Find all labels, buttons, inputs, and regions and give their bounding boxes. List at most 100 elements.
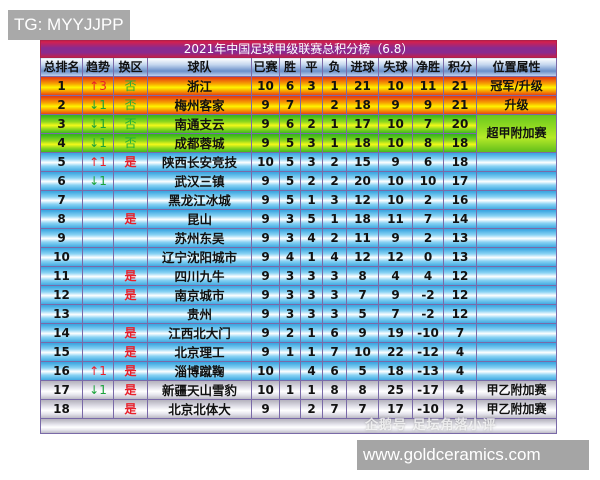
team-cell: 梅州客家 [147,95,252,115]
points-cell: 7 [443,323,477,343]
rank-cell: 2 [40,95,83,115]
goals-against-cell: 25 [378,380,413,400]
rank-cell: 11 [40,266,83,286]
trend-cell: ↓1 [82,95,114,115]
status-cell: 冠军/升级 [475,76,558,96]
played-cell: 10 [251,361,280,381]
goals-for-cell: 8 [346,266,379,286]
zone-cell: 否 [113,76,148,96]
zone-cell [113,247,148,267]
win-cell: 6 [279,114,301,134]
status-cell [475,247,558,267]
played-cell: 9 [251,247,280,267]
points-cell: 14 [443,209,477,229]
win-cell [279,399,301,419]
table-row: 16 ↑1 是淄博蹴鞠 10 4 6 5 18 -13 4 [40,361,558,381]
zone-cell: 否 [113,133,148,153]
goal-diff-cell: -17 [412,380,444,400]
team-cell: 苏州东吴 [147,228,252,248]
points-cell: 4 [443,342,477,362]
header-win: 胜 [279,57,301,77]
header-status: 位置属性 [475,57,558,77]
points-cell: 21 [443,95,477,115]
draw-cell: 3 [300,285,323,305]
loss-cell: 7 [322,342,347,362]
zone-cell: 是 [113,323,148,343]
win-cell: 1 [279,380,301,400]
table-row: 12 是南京城市 9 3 3 3 7 9 -2 12 [40,285,558,305]
win-cell: 3 [279,266,301,286]
goals-against-cell: 9 [378,152,413,172]
header-goals-for: 进球 [346,57,379,77]
win-cell [279,361,301,381]
goal-diff-cell: 11 [412,76,444,96]
played-cell: 9 [251,323,280,343]
loss-cell: 6 [322,361,347,381]
zone-cell [113,304,148,324]
table-row: 5 ↑1 是陕西长安竞技 10 5 3 2 15 9 6 18 [40,152,558,172]
win-cell: 4 [279,247,301,267]
status-cell [475,304,558,324]
loss-cell: 1 [322,133,347,153]
trend-cell: ↓1 [82,133,114,153]
loss-cell: 1 [322,114,347,134]
team-cell: 江西北大门 [147,323,252,343]
goals-against-cell: 11 [378,209,413,229]
played-cell: 10 [251,76,280,96]
header-points: 积分 [443,57,477,77]
trend-cell [82,342,114,362]
rank-cell: 4 [40,133,83,153]
goals-for-cell: 18 [346,95,379,115]
draw-cell: 2 [300,171,323,191]
goal-diff-cell: 8 [412,133,444,153]
goals-for-cell: 7 [346,285,379,305]
points-cell: 13 [443,228,477,248]
goals-against-cell: 17 [378,399,413,419]
zone-cell: 是 [113,266,148,286]
header-row: 总排名 趋势 换区 球队 已赛 胜 平 负 进球 失球 净胜 积分 位置属性 [40,57,558,77]
watermark-overlay: 企鹅号 足坛角落小评 [365,418,497,433]
trend-cell: ↓1 [82,380,114,400]
goals-for-cell: 5 [346,361,379,381]
loss-cell: 1 [322,209,347,229]
win-cell: 3 [279,285,301,305]
loss-cell: 3 [322,266,347,286]
table-title: 2021年中国足球甲级联赛总积分榜（6.8） [39,40,558,58]
rank-cell: 9 [40,228,83,248]
goals-for-cell: 15 [346,152,379,172]
title-row: 2021年中国足球甲级联赛总积分榜（6.8） [39,40,558,58]
team-cell: 成都蓉城 [147,133,252,153]
team-cell: 北京理工 [147,342,252,362]
played-cell: 9 [251,209,280,229]
draw-cell: 3 [300,304,323,324]
goal-diff-cell: 10 [412,171,444,191]
draw-cell: 2 [300,399,323,419]
trend-cell: ↑1 [82,152,114,172]
points-cell: 12 [443,266,477,286]
goals-against-cell: 7 [378,304,413,324]
draw-cell: 1 [300,247,323,267]
loss-cell: 3 [322,285,347,305]
win-cell: 7 [279,95,301,115]
table-row: 7 黑龙江冰城 9 5 1 3 12 10 2 16 [40,190,558,210]
status-cell [475,361,558,381]
goals-for-cell: 11 [346,228,379,248]
zone-cell [113,171,148,191]
goals-for-cell: 12 [346,247,379,267]
header-zone: 换区 [113,57,148,77]
goal-diff-cell: -2 [412,285,444,305]
win-cell: 6 [279,76,301,96]
trend-cell [82,399,114,419]
trend-cell: ↓1 [82,114,114,134]
rank-cell: 3 [40,114,83,134]
table-row: 17 ↓1 是新疆天山雪豹 10 1 1 8 8 25 -17 4 甲乙附加赛 [40,380,558,400]
goal-diff-cell: -10 [412,399,444,419]
draw-cell: 1 [300,380,323,400]
trend-cell [82,190,114,210]
status-cell [475,190,558,210]
goals-against-cell: 19 [378,323,413,343]
draw-cell: 4 [300,361,323,381]
draw-cell [300,95,323,115]
trend-cell [82,228,114,248]
points-cell: 21 [443,76,477,96]
